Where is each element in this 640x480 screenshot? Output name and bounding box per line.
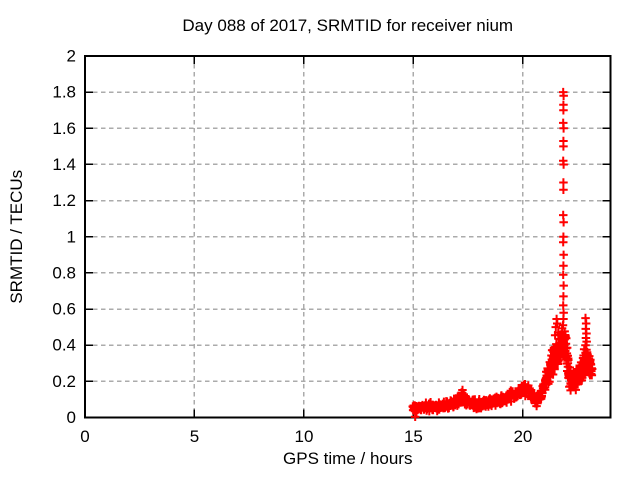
x-tick-label: 15 [404,427,423,446]
y-tick-label: 0.8 [52,263,76,282]
x-tick-label: 5 [190,427,199,446]
y-axis-label: SRMTID / TECUs [7,170,26,304]
y-tick-label: 1 [67,227,76,246]
axis-ticks [84,55,611,419]
y-tick-label: 1.8 [52,83,76,102]
x-tick-labels: 0 5 10 15 20 [80,427,532,446]
chart-title: Day 088 of 2017, SRMTID for receiver niu… [182,16,513,35]
scatter-points [408,87,597,421]
y-tick-label: 1.6 [52,119,76,138]
y-tick-label: 2 [67,47,76,66]
y-tick-label: 0 [67,408,76,427]
x-tick-label: 10 [294,427,313,446]
y-tick-label: 1.2 [52,191,76,210]
plot-border [84,55,612,419]
x-tick-label: 0 [80,427,89,446]
y-tick-label: 1.4 [52,155,76,174]
y-tick-labels: 0 0.2 0.4 0.6 0.8 1 1.2 1.4 1.6 1.8 2 [52,47,76,428]
x-tick-label: 20 [513,427,532,446]
grid-lines [85,56,611,418]
y-tick-label: 0.4 [52,336,76,355]
y-tick-label: 0.6 [52,300,76,319]
x-axis-label: GPS time / hours [283,449,412,468]
y-tick-label: 0.2 [52,372,76,391]
scatter-points-path [408,87,597,421]
